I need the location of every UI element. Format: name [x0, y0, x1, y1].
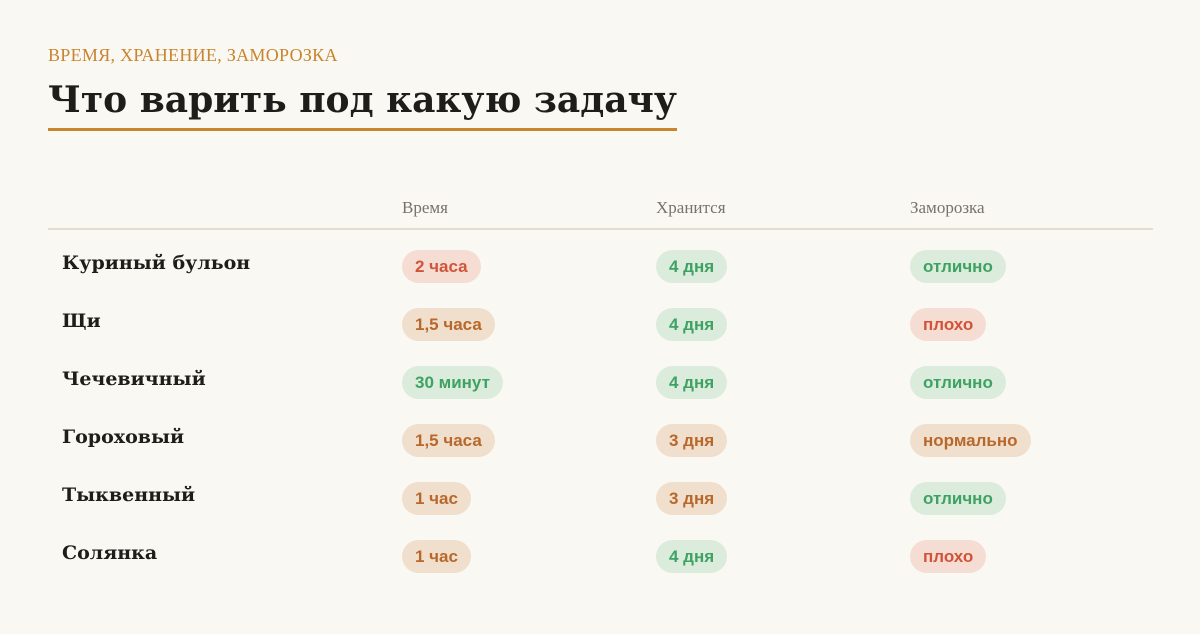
time-badge: 30 минут [402, 366, 503, 399]
table-row: Щи 1,5 часа 4 дня плохо [48, 288, 1153, 346]
freezing-badge: отлично [910, 366, 1006, 399]
freezing-badge: отлично [910, 482, 1006, 515]
table-row: Чечевичный 30 минут 4 дня отлично [48, 346, 1153, 404]
storage-badge: 3 дня [656, 482, 728, 515]
time-badge: 1 час [402, 482, 471, 515]
freezing-badge: плохо [910, 540, 987, 573]
table-header: Время Хранится Заморозка [48, 190, 1153, 230]
table-row: Гороховый 1,5 часа 3 дня нормально [48, 404, 1153, 462]
column-header-time: Время [402, 198, 448, 217]
freezing-badge: плохо [910, 308, 987, 341]
freezing-badge: отлично [910, 250, 1006, 283]
soup-name: Гороховый [62, 426, 185, 448]
table-body: Куриный бульон 2 часа 4 дня отлично Щи 1,5 ча… [48, 230, 1153, 578]
section-eyebrow: ВРЕМЯ, ХРАНЕНИЕ, ЗАМОРОЗКА [48, 45, 338, 65]
soup-name: Щи [62, 310, 101, 332]
freezing-badge: нормально [910, 424, 1031, 457]
soup-name: Куриный бульон [62, 252, 251, 274]
soup-table: Время Хранится Заморозка Куриный бульон 2… [48, 190, 1153, 578]
time-badge: 2 часа [402, 250, 481, 283]
time-badge: 1,5 часа [402, 424, 495, 457]
soup-name: Тыквенный [62, 484, 196, 506]
column-header-storage: Хранится [656, 198, 726, 217]
time-badge: 1 час [402, 540, 471, 573]
storage-badge: 4 дня [656, 250, 728, 283]
soup-name: Солянка [62, 542, 158, 564]
soup-name: Чечевичный [62, 368, 206, 390]
time-badge: 1,5 часа [402, 308, 495, 341]
storage-badge: 3 дня [656, 424, 728, 457]
storage-badge: 4 дня [656, 308, 728, 341]
table-row: Солянка 1 час 4 дня плохо [48, 520, 1153, 578]
page-title: Что варить под какую задачу [48, 76, 677, 131]
table-row: Куриный бульон 2 часа 4 дня отлично [48, 230, 1153, 288]
storage-badge: 4 дня [656, 366, 728, 399]
storage-badge: 4 дня [656, 540, 728, 573]
table-row: Тыквенный 1 час 3 дня отлично [48, 462, 1153, 520]
column-header-freezing: Заморозка [910, 198, 985, 217]
